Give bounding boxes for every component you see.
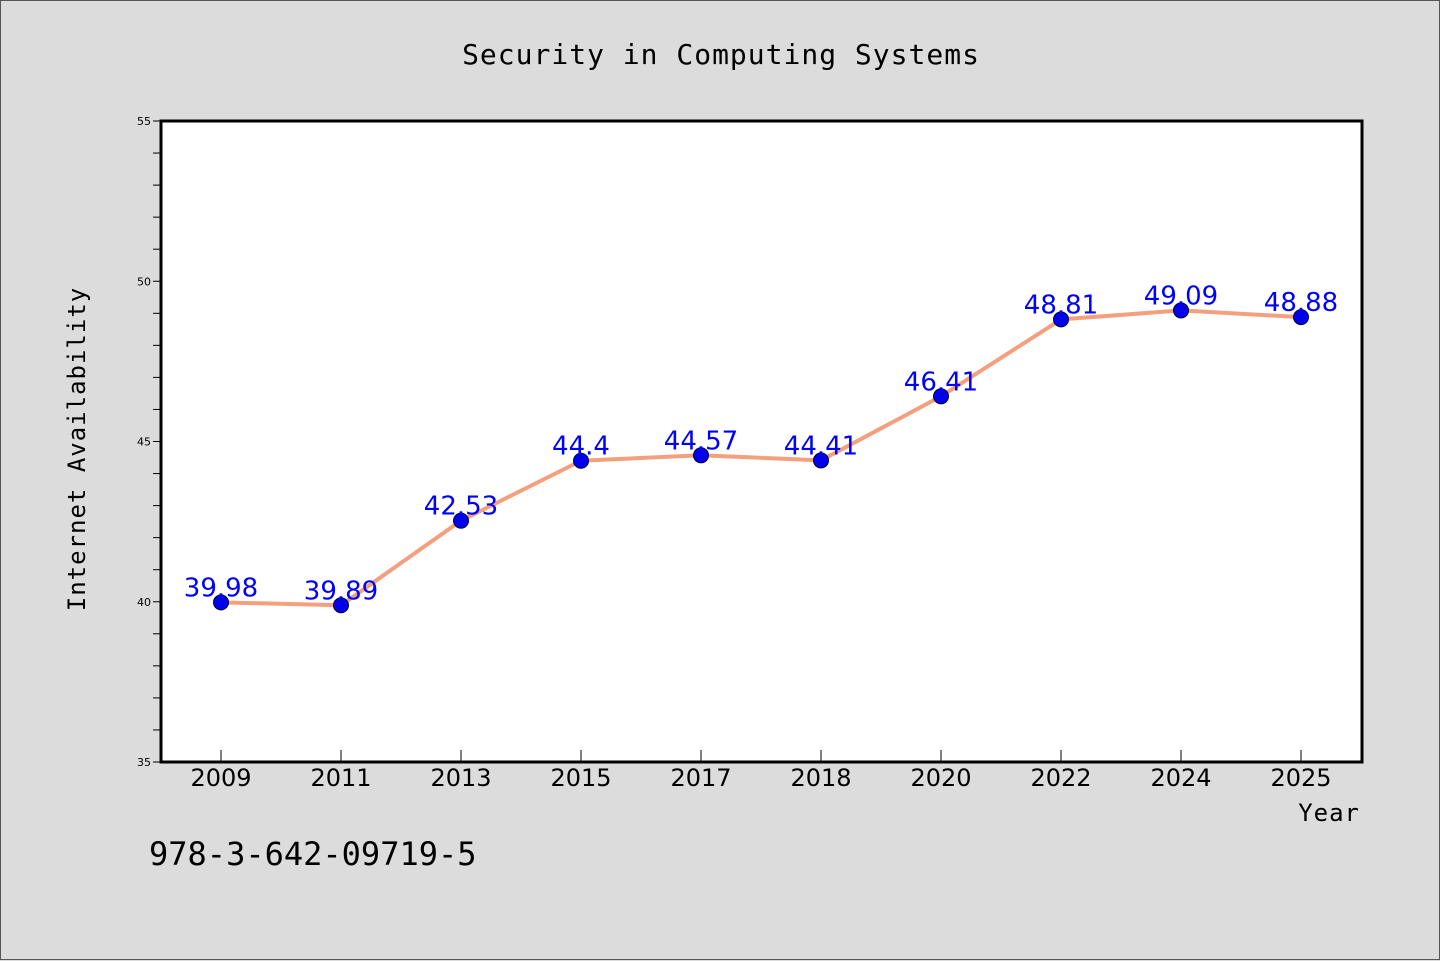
chart-title: Security in Computing Systems	[462, 38, 980, 71]
y-tick-label: 45	[137, 436, 151, 449]
y-tick-label: 40	[137, 596, 151, 609]
data-label: 44.4	[552, 432, 610, 462]
series-line	[219, 308, 1303, 608]
y-tick-label: 35	[137, 756, 151, 769]
data-label: 48.88	[1264, 288, 1338, 318]
plot-area	[159, 119, 1364, 764]
data-point	[573, 452, 589, 469]
data-point	[1173, 302, 1189, 319]
data-point	[213, 594, 229, 611]
x-tick-label: 2018	[790, 764, 851, 792]
x-tick-label: 2013	[430, 764, 491, 792]
data-point	[933, 388, 949, 405]
x-axis-ticks: 2009 2011 2013 2015 2017 2018 2020 2022 2024 2025	[190, 750, 1332, 792]
data-label: 44.41	[784, 431, 858, 461]
x-tick-label: 2024	[1150, 764, 1211, 792]
x-axis-label: Year	[1298, 799, 1360, 827]
x-tick-label: 2022	[1030, 764, 1091, 792]
x-tick-label: 2009	[190, 764, 251, 792]
x-tick-label: 2015	[550, 764, 611, 792]
y-axis-label: Internet Availability	[63, 287, 91, 611]
isbn-text: 978-3-642-09719-5	[149, 835, 477, 873]
data-label: 48.81	[1024, 290, 1098, 320]
data-point	[813, 452, 829, 469]
data-label: 44.57	[664, 426, 738, 456]
data-label: 39.98	[184, 573, 258, 603]
data-point	[1053, 311, 1069, 328]
data-label: 49.09	[1144, 281, 1218, 311]
data-point	[1293, 309, 1309, 326]
x-tick-label: 2017	[670, 764, 731, 792]
data-label: 42.53	[424, 492, 498, 522]
data-point	[333, 597, 349, 614]
y-axis-ticks: 35 40 45 50 55	[137, 115, 161, 769]
series-group: 39.98 39.89 42.53 44.4 44.57 44.41 46.41 48.81 4…	[184, 281, 1338, 614]
x-tick-label: 2025	[1270, 764, 1331, 792]
data-label: 39.89	[304, 576, 378, 606]
data-point	[693, 447, 709, 464]
x-tick-label: 2011	[310, 764, 371, 792]
data-label: 46.41	[904, 367, 978, 397]
x-tick-label: 2020	[910, 764, 971, 792]
y-tick-label: 55	[137, 115, 151, 128]
y-tick-label: 50	[137, 275, 151, 288]
data-point	[453, 512, 469, 529]
